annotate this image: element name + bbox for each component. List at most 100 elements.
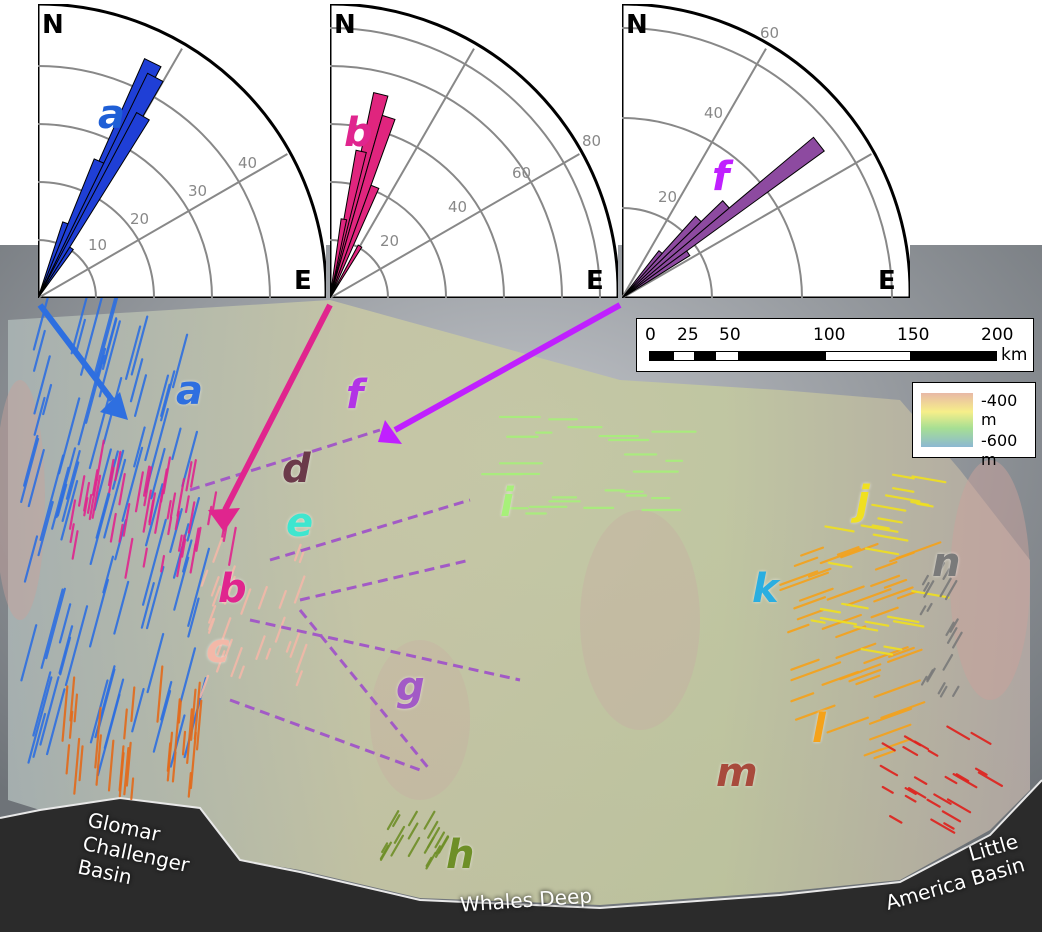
lineation-stroke (861, 663, 882, 672)
lineation-stroke (124, 325, 142, 380)
lineation-stroke (88, 578, 109, 648)
lineation-stroke (884, 494, 921, 503)
lineation-stroke (944, 775, 958, 785)
rose-ring (330, 65, 563, 298)
ring-label: 10 (88, 236, 108, 254)
lineation-stroke (118, 751, 125, 798)
lineation-stroke (177, 534, 183, 552)
lineation-stroke (853, 625, 879, 632)
lineation-stroke (150, 447, 166, 500)
lineation-stroke (824, 525, 855, 533)
lineation-stroke (911, 589, 950, 599)
lineation-stroke (787, 623, 810, 634)
scale-tick: 50 (719, 325, 741, 345)
lineation-stroke (249, 618, 521, 682)
lineation-stroke (70, 288, 90, 355)
lineation-stroke (889, 815, 903, 824)
lineation-stroke (122, 503, 131, 537)
lineation-stroke (195, 526, 202, 552)
lineation-stroke (883, 578, 908, 589)
rose-petal (622, 200, 730, 298)
rose-petal (38, 111, 150, 298)
lineation-stroke (33, 355, 51, 415)
lineation-stroke (130, 315, 149, 376)
lineation-stroke (228, 526, 237, 566)
lineation-stroke (835, 642, 877, 659)
lineation-stroke (142, 547, 148, 568)
lineation-stroke (179, 647, 197, 703)
lineation-stroke (970, 731, 992, 745)
lineation-stroke (819, 616, 858, 626)
rose-frame-arc (330, 4, 618, 298)
lineation-stroke (140, 582, 155, 629)
lineation-stroke (886, 615, 920, 624)
lineation-stroke (902, 745, 919, 757)
north-label: N (334, 10, 356, 40)
lineation-stroke (156, 665, 164, 723)
lineation-stroke (144, 483, 164, 547)
lineation-stroke (821, 670, 860, 686)
lineation-stroke (855, 674, 881, 686)
lineation-stroke (873, 679, 921, 699)
lineation-stroke (45, 587, 66, 660)
lineation-stroke (216, 638, 225, 656)
lineation-stroke (895, 541, 942, 560)
lineation-stroke (20, 437, 40, 504)
lineation-stroke (133, 374, 148, 417)
scale-segment (673, 351, 695, 361)
lineation-stroke (173, 556, 190, 611)
lineation-stroke (65, 744, 71, 775)
lineation-stroke (86, 493, 93, 514)
rose-spoke (622, 48, 767, 298)
rose-b-plot (330, 4, 618, 298)
lineation-stroke (187, 547, 211, 627)
lineation-stroke (174, 698, 181, 752)
lineation-stroke (390, 834, 404, 857)
lineation-stroke (93, 448, 112, 511)
lineation-stroke (896, 590, 918, 600)
lineation-stroke (108, 466, 115, 494)
lineation-stroke (946, 798, 972, 814)
scale-tick: 100 (813, 325, 846, 345)
north-label: N (42, 10, 64, 40)
lineation-stroke (185, 461, 193, 492)
lineation-stroke (819, 607, 841, 614)
lineation-stroke (904, 787, 917, 796)
lineation-stroke (926, 602, 933, 612)
scale-unit: km (1001, 345, 1028, 365)
lineation-stroke (121, 446, 144, 522)
deep-basin-area (0, 780, 1042, 932)
lineation-stroke (879, 737, 912, 751)
lineation-stroke (107, 739, 115, 792)
lineation-stroke (91, 474, 102, 519)
lineation-stroke (800, 546, 825, 557)
lineation-stroke (229, 698, 421, 772)
lineation-stroke (181, 430, 199, 488)
unit-label-i: i (500, 480, 514, 526)
lineation-stroke (113, 580, 130, 635)
lineation-stroke (790, 692, 815, 703)
rose-petal (330, 218, 348, 298)
lineation-stroke (230, 647, 243, 678)
lineation-stroke (848, 668, 882, 683)
scale-tick: 200 (981, 325, 1014, 345)
lineation-stroke (134, 471, 144, 513)
lineation-stroke (846, 588, 892, 607)
lineation-stroke (73, 737, 81, 795)
lineation-stroke (60, 480, 79, 541)
scale-bar: 0 25 50 100 150 200 km (636, 318, 1034, 372)
lineation-stroke (93, 292, 120, 382)
rose-ring (38, 65, 271, 298)
lineation-stroke (864, 547, 900, 556)
lineation-stroke (808, 567, 832, 578)
scale-segment (649, 351, 673, 361)
lineation-stroke (907, 787, 927, 799)
unit-label-k: k (752, 566, 779, 612)
rose-letter: a (98, 92, 125, 138)
lineation-stroke (61, 461, 80, 523)
lineation-stroke (952, 685, 960, 697)
lineation-stroke (94, 706, 102, 769)
lineation-stroke (124, 537, 134, 579)
lineation-stroke (916, 502, 934, 508)
lineation-stroke (51, 466, 70, 530)
